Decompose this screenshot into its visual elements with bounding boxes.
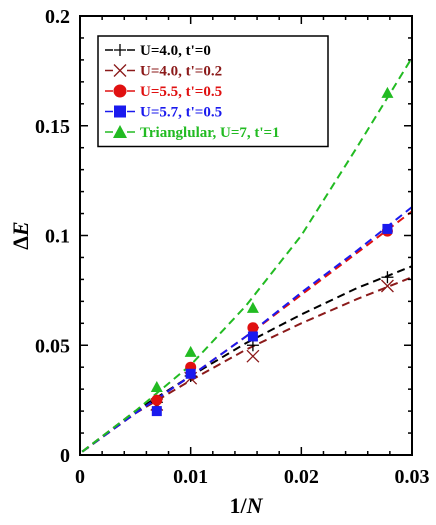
y-tick-label: 0.05 (35, 335, 70, 357)
triangle-marker (381, 86, 394, 98)
y-tick-label: 0.1 (45, 226, 70, 248)
plus-marker (381, 271, 394, 284)
axis-ticks (79, 15, 413, 456)
y-tick-label: 0 (60, 445, 70, 467)
x-tick-label: 0.01 (173, 466, 208, 488)
plus-marker (114, 44, 126, 56)
square-marker (185, 368, 196, 379)
circle-marker (151, 394, 163, 406)
legend-box (97, 35, 329, 148)
x-axis-title-var: N (246, 493, 264, 518)
circle-marker (247, 322, 259, 334)
tick-labels: 0 0.01 0.02 0.03 0 0.05 0.1 0.15 0.2 (35, 6, 430, 488)
y-axis-title: ΔE (8, 221, 33, 249)
fit-line (81, 206, 413, 453)
y-tick-label: 0.2 (45, 6, 70, 28)
data-markers (150, 86, 394, 417)
fit-line (81, 57, 413, 453)
legend-label: Trianglular, U=7, t'=1 (140, 125, 280, 141)
legend: U=4.0, t'=0 U=4.0, t'=0.2 U=5.5, t'=0.5 U=5… (97, 35, 329, 148)
y-axis-title-var: E (8, 221, 33, 237)
triangle-marker (184, 345, 197, 357)
square-marker (247, 331, 258, 342)
legend-label: U=5.5, t'=0.5 (140, 84, 222, 100)
x-axis-title-prefix: 1/ (229, 493, 247, 518)
x-tick-label: 0 (75, 466, 85, 488)
square-marker (114, 105, 126, 118)
y-tick-label: 0.15 (35, 116, 70, 138)
x-axis-title: 1/N (229, 493, 263, 518)
square-marker (151, 406, 162, 417)
legend-label: U=4.0, t'=0 (140, 43, 211, 59)
circle-marker (113, 84, 127, 98)
triangle-marker (246, 301, 259, 313)
x-tick-label: 0.02 (284, 466, 319, 488)
x-marker (246, 349, 260, 363)
legend-label: U=5.7, t'=0.5 (140, 105, 222, 121)
x-marker (113, 64, 127, 77)
legend-label: U=4.0, t'=0.2 (140, 64, 222, 80)
fit-lines (81, 57, 413, 453)
triangle-marker (113, 125, 127, 138)
x-tick-label: 0.03 (395, 466, 430, 488)
y-axis-title-delta: Δ (8, 236, 33, 250)
x-marker (380, 279, 394, 293)
square-marker (382, 223, 393, 234)
triangle-marker (150, 380, 163, 392)
